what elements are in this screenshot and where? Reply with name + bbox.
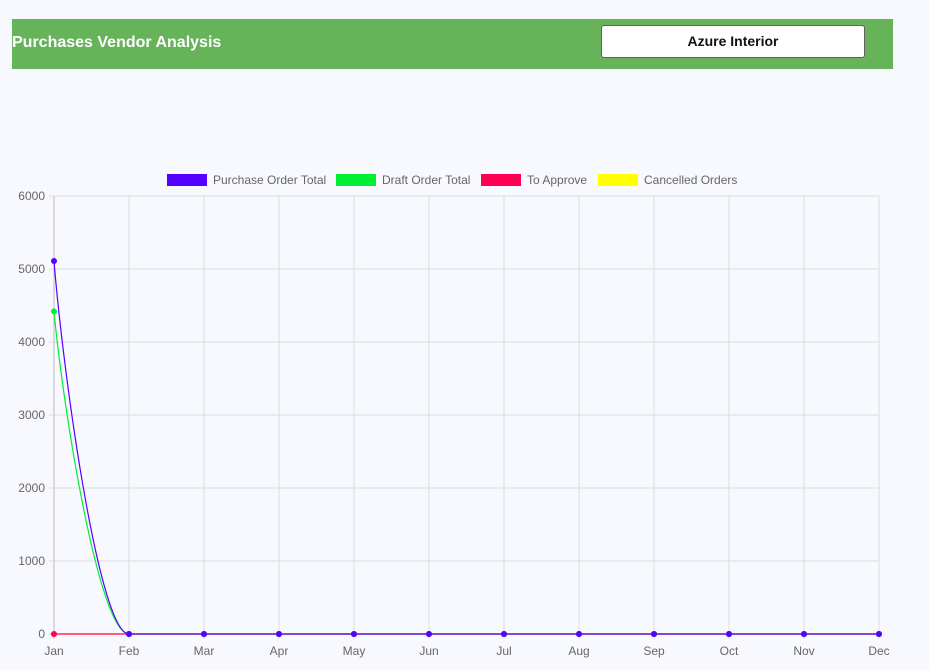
legend-label: Purchase Order Total	[213, 173, 326, 187]
data-point	[351, 631, 357, 637]
legend-swatch	[336, 174, 376, 186]
x-tick-label: Jan	[44, 644, 63, 658]
y-tick-label: 0	[38, 627, 45, 641]
legend-label: Draft Order Total	[382, 173, 470, 187]
legend-label: To Approve	[527, 173, 587, 187]
y-tick-label: 5000	[18, 262, 45, 276]
x-tick-label: Apr	[270, 644, 289, 658]
x-tick-label: Oct	[720, 644, 739, 658]
x-tick-label: Mar	[194, 644, 215, 658]
data-point	[501, 631, 507, 637]
data-point	[876, 631, 882, 637]
y-tick-label: 3000	[18, 408, 45, 422]
legend-swatch	[167, 174, 207, 186]
data-point	[651, 631, 657, 637]
y-tick-label: 1000	[18, 554, 45, 568]
data-point	[276, 631, 282, 637]
series-line-0	[53, 260, 879, 635]
data-point	[51, 257, 57, 264]
page-title: Purchases Vendor Analysis	[12, 34, 222, 51]
data-point	[51, 308, 57, 315]
x-tick-label: Dec	[868, 644, 889, 658]
data-point	[426, 631, 432, 637]
data-point	[201, 631, 207, 637]
series-line-1	[53, 311, 879, 635]
x-tick-label: Jul	[496, 644, 511, 658]
vendor-select[interactable]: Azure Interior	[601, 25, 865, 58]
x-tick-label: Jun	[419, 644, 438, 658]
x-tick-label: Sep	[643, 644, 665, 658]
legend-label: Cancelled Orders	[644, 173, 737, 187]
x-tick-label: Feb	[119, 644, 140, 658]
data-point	[51, 631, 57, 637]
y-tick-label: 2000	[18, 481, 45, 495]
legend-swatch	[481, 174, 521, 186]
x-tick-label: May	[343, 644, 366, 658]
legend-swatch	[598, 174, 638, 186]
header-bar: Purchases Vendor Analysis Azure Interior	[12, 19, 893, 69]
x-tick-label: Aug	[568, 644, 589, 658]
y-tick-label: 6000	[18, 189, 45, 203]
data-point	[576, 631, 582, 637]
data-point	[801, 631, 807, 637]
data-point	[126, 631, 132, 637]
data-point	[726, 631, 732, 637]
x-tick-label: Nov	[793, 644, 814, 658]
y-tick-label: 4000	[18, 335, 45, 349]
